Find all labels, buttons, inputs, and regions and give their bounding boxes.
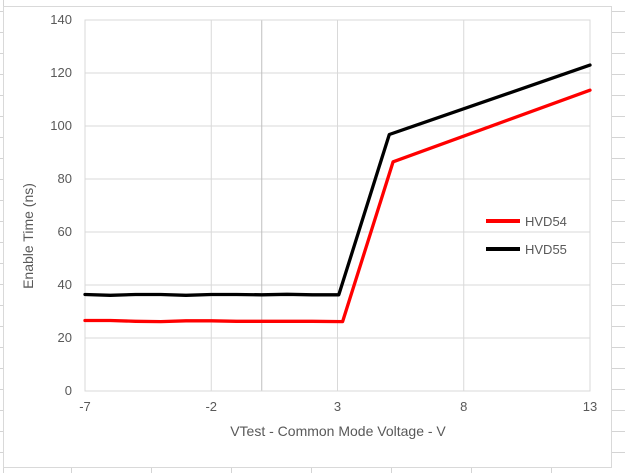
y-tick-label: 100 xyxy=(50,118,72,133)
x-axis-title: VTest - Common Mode Voltage - V xyxy=(230,423,446,439)
series-line-hvd55[interactable] xyxy=(83,63,592,297)
plot-area xyxy=(83,19,592,392)
x-tick-label: 3 xyxy=(333,399,342,414)
legend-label: HVD54 xyxy=(525,213,567,229)
y-axis-title: Enable Time (ns) xyxy=(20,183,36,289)
y-tick-label: 140 xyxy=(50,12,72,27)
x-tick-label: -7 xyxy=(79,399,91,414)
series-line-hvd54[interactable] xyxy=(83,88,592,324)
y-tick-label: 80 xyxy=(57,171,72,186)
y-tick-label: 60 xyxy=(57,224,72,239)
legend-line-swatch xyxy=(486,219,520,223)
chart-object[interactable]: 0 20 40 60 80 100 120 140 -7 -2 3 8 13 Enable Time … xyxy=(3,6,612,468)
plot-border xyxy=(84,19,591,392)
y-tick-label: 0 xyxy=(64,383,72,398)
y-tick-label: 40 xyxy=(57,277,72,292)
y-tick-label: 120 xyxy=(50,65,72,80)
legend-line-swatch xyxy=(486,247,520,251)
x-tick-label: -2 xyxy=(205,399,218,414)
legend-entry[interactable]: HVD54 xyxy=(486,213,567,229)
x-tick-label: 8 xyxy=(460,399,468,414)
legend-entry[interactable]: HVD55 xyxy=(486,241,567,257)
legend-label: HVD55 xyxy=(525,241,567,257)
y-tick-label: 20 xyxy=(57,330,72,345)
x-tick-label: 13 xyxy=(582,399,598,414)
